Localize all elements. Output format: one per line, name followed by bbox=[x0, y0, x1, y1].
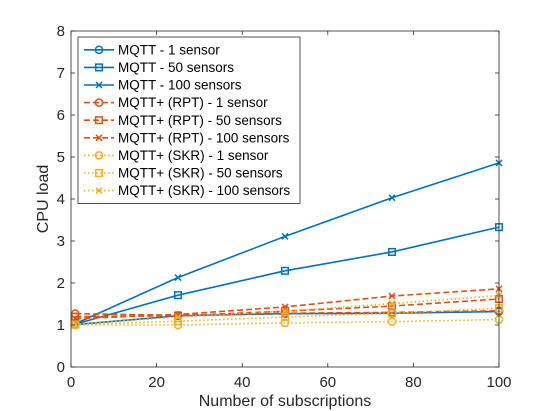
legend-label: MQTT - 100 sensors bbox=[118, 78, 242, 93]
x-tick-label: 100 bbox=[486, 374, 511, 391]
data-point bbox=[280, 312, 290, 322]
y-tick-label: 7 bbox=[57, 65, 65, 82]
y-tick-label: 4 bbox=[57, 191, 65, 208]
legend-swatch-marker bbox=[94, 116, 104, 125]
y-tick-label: 6 bbox=[57, 107, 65, 124]
legend-label: MQTT - 1 sensor bbox=[118, 42, 220, 57]
legend-item: MQTT+ (SKR) - 50 sensors bbox=[84, 166, 283, 181]
x-tick-label: 0 bbox=[67, 374, 75, 391]
series-line bbox=[75, 226, 500, 325]
data-point bbox=[281, 307, 289, 315]
legend-item: MQTT+ (SKR) - 1 sensor bbox=[84, 148, 269, 163]
data-point bbox=[280, 318, 290, 328]
legend-swatch-marker bbox=[94, 168, 104, 178]
legend-item: MQTT - 50 sensors bbox=[84, 60, 234, 75]
legend-swatch-marker bbox=[95, 81, 103, 89]
y-tick-label: 2 bbox=[57, 275, 65, 292]
legend-item: MQTT+ (RPT) - 1 sensor bbox=[84, 95, 268, 110]
legend-item: MQTT - 1 sensor bbox=[84, 42, 220, 57]
data-point bbox=[388, 292, 396, 300]
data-point bbox=[387, 309, 397, 318]
data-point bbox=[387, 317, 397, 326]
y-axis-label: CPU load bbox=[35, 165, 52, 233]
data-point bbox=[174, 313, 182, 321]
x-tick-label: 20 bbox=[148, 374, 165, 391]
legend-item: MQTT+ (RPT) - 50 sensors bbox=[84, 113, 282, 128]
legend-swatch-marker bbox=[94, 45, 104, 55]
x-tick-label: 40 bbox=[234, 374, 251, 391]
legend-box bbox=[77, 36, 301, 204]
legend-label: MQTT - 50 sensors bbox=[118, 60, 234, 75]
series-line bbox=[75, 318, 500, 326]
ticks-layer: 0 20 40 60 80 100 0 1 2 3 4 5 6 7 8 bbox=[57, 23, 512, 391]
data-point bbox=[71, 320, 80, 329]
legend-swatch-marker bbox=[95, 187, 103, 195]
legend-item: MQTT - 100 sensors bbox=[84, 78, 242, 93]
data-point bbox=[71, 320, 79, 328]
legend-label: MQTT+ (SKR) - 100 sensors bbox=[118, 183, 290, 198]
series-9 bbox=[71, 292, 503, 328]
legend-item: MQTT+ (RPT) - 100 sensors bbox=[84, 130, 290, 145]
data-point bbox=[388, 194, 396, 202]
legend-label: MQTT+ (RPT) - 100 sensors bbox=[118, 130, 290, 145]
data-point bbox=[174, 274, 182, 282]
series-line bbox=[75, 307, 500, 326]
legend-swatch-marker bbox=[94, 63, 104, 72]
legend-swatch-marker bbox=[94, 151, 104, 160]
y-tick-label: 3 bbox=[57, 233, 65, 250]
series-layer bbox=[70, 159, 504, 330]
x-tick-label: 60 bbox=[319, 374, 336, 391]
y-tick-label: 1 bbox=[57, 317, 65, 334]
legend-label: MQTT+ (RPT) - 50 sensors bbox=[118, 113, 282, 128]
data-point bbox=[173, 291, 183, 300]
x-axis-label: Number of subscriptions bbox=[199, 393, 372, 410]
data-point bbox=[173, 311, 183, 320]
x-tick-label: 80 bbox=[405, 374, 422, 391]
series-line bbox=[75, 294, 500, 325]
legend-label: MQTT+ (RPT) - 1 sensor bbox=[118, 95, 268, 110]
data-point bbox=[71, 312, 80, 321]
y-tick-label: 8 bbox=[57, 23, 65, 40]
y-tick-label: 0 bbox=[57, 359, 65, 376]
legend-label: MQTT+ (SKR) - 50 sensors bbox=[118, 166, 283, 181]
legend-swatch-marker bbox=[95, 134, 103, 142]
legend-item: MQTT+ (SKR) - 100 sensors bbox=[84, 183, 290, 198]
data-point bbox=[388, 300, 396, 308]
data-point bbox=[281, 232, 289, 240]
legend-label: MQTT+ (SKR) - 1 sensor bbox=[118, 148, 269, 163]
y-tick-label: 5 bbox=[57, 149, 65, 166]
data-point bbox=[280, 266, 290, 275]
legend-swatch-marker bbox=[94, 98, 104, 107]
legend: MQTT - 1 sensor MQTT - 50 sensors MQTT - 1… bbox=[77, 36, 301, 204]
data-point bbox=[387, 247, 397, 256]
